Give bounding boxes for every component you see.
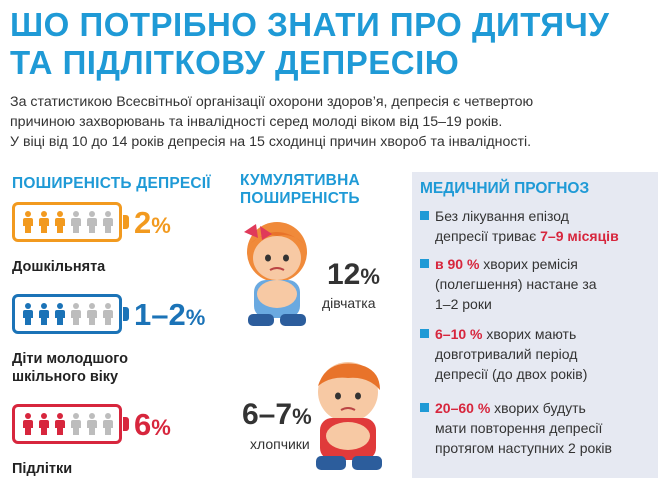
teen-percent: 6% bbox=[134, 407, 171, 442]
page-title: ШО ПОТРІБНО ЗНАТИ ПРО ДИТЯЧУ ТА ПІДЛІТКО… bbox=[10, 6, 660, 82]
title-line-1: ШО ПОТРІБНО ЗНАТИ ПРО ДИТЯЧУ bbox=[10, 6, 610, 43]
prognosis-heading: МЕДИЧНИЙ ПРОГНОЗ bbox=[420, 180, 590, 197]
battery-school-icon bbox=[12, 294, 129, 334]
school-label-line-1: Діти молодшого bbox=[12, 351, 128, 367]
people-icons bbox=[21, 303, 115, 325]
item2-highlight: в 90 % bbox=[435, 256, 480, 272]
girls-label: дівчатка bbox=[322, 295, 376, 311]
intro-line-3: У віці від 10 до 14 років депресія на 15… bbox=[10, 134, 532, 150]
cumulative-heading-line-2: ПОШИРЕНІСТЬ bbox=[240, 190, 360, 207]
bullet-icon bbox=[420, 403, 429, 412]
prognosis-item-2: в 90 % хворих ремісія (полегшення) наста… bbox=[420, 254, 652, 314]
preschool-percent: 2% bbox=[134, 205, 171, 240]
people-icons bbox=[21, 211, 115, 233]
people-icons bbox=[21, 413, 115, 435]
item3-line-2: довготривалий період bbox=[435, 346, 578, 362]
item4-line-3: протягом наступних 2 років bbox=[435, 440, 612, 456]
intro-line-2: причиною захворювань та інвалідності сер… bbox=[10, 114, 503, 130]
battery-preschool-icon bbox=[12, 202, 129, 242]
cumulative-heading-line-1: КУМУЛЯТИВНА bbox=[240, 172, 360, 189]
teen-label: Підлітки bbox=[12, 461, 73, 477]
girls-percent: 12% bbox=[327, 258, 380, 291]
prevalence-heading: ПОШИРЕНІСТЬ ДЕПРЕСІЇ bbox=[12, 175, 211, 192]
school-label-line-2: шкільного віку bbox=[12, 369, 119, 385]
item4-line-1: хворих будуть bbox=[490, 400, 586, 416]
boys-label: хлопчики bbox=[250, 436, 310, 452]
item3-line-1: хворих мають bbox=[482, 326, 577, 342]
bullet-icon bbox=[420, 211, 429, 220]
prognosis-box: МЕДИЧНИЙ ПРОГНОЗ Без лікування епізод де… bbox=[412, 172, 658, 478]
battery-teen-icon bbox=[12, 404, 129, 444]
item4-highlight: 20–60 % bbox=[435, 400, 491, 416]
prognosis-item-3: 6–10 % хворих мають довготривалий період… bbox=[420, 324, 652, 384]
school-label: Діти молодшого шкільного віку bbox=[12, 350, 128, 386]
item1-line-2: депресії триває bbox=[435, 228, 541, 244]
sad-girl-icon bbox=[244, 222, 307, 326]
item3-highlight: 6–10 % bbox=[435, 326, 483, 342]
boys-percent: 6–7% bbox=[242, 398, 312, 431]
item1-highlight: 7–9 місяців bbox=[540, 228, 619, 244]
prognosis-item-1: Без лікування епізод депресії триває 7–9… bbox=[420, 206, 652, 246]
title-line-2: ТА ПІДЛІТКОВУ ДЕПРЕСІЮ bbox=[10, 44, 460, 81]
item2-line-1: хворих ремісія bbox=[479, 256, 578, 272]
item4-line-2: мати повторення депресії bbox=[435, 420, 603, 436]
school-percent: 1–2% bbox=[134, 297, 206, 332]
bullet-icon bbox=[420, 329, 429, 338]
item2-line-2: (полегшення) настане за bbox=[435, 276, 597, 292]
intro-text: За статистикою Всесвітньої організації о… bbox=[10, 92, 660, 152]
cumulative-heading: КУМУЛЯТИВНА ПОШИРЕНІСТЬ bbox=[240, 172, 360, 208]
sad-boy-icon bbox=[316, 362, 382, 470]
item1-line-1: Без лікування епізод bbox=[435, 208, 569, 224]
preschool-label: Дошкільнята bbox=[12, 259, 106, 275]
bullet-icon bbox=[420, 259, 429, 268]
intro-line-1: За статистикою Всесвітньої організації о… bbox=[10, 94, 534, 110]
item2-line-3: 1–2 роки bbox=[435, 296, 492, 312]
item3-line-3: депресії (до двох років) bbox=[435, 366, 588, 382]
prognosis-item-4: 20–60 % хворих будуть мати повторення де… bbox=[420, 398, 652, 458]
